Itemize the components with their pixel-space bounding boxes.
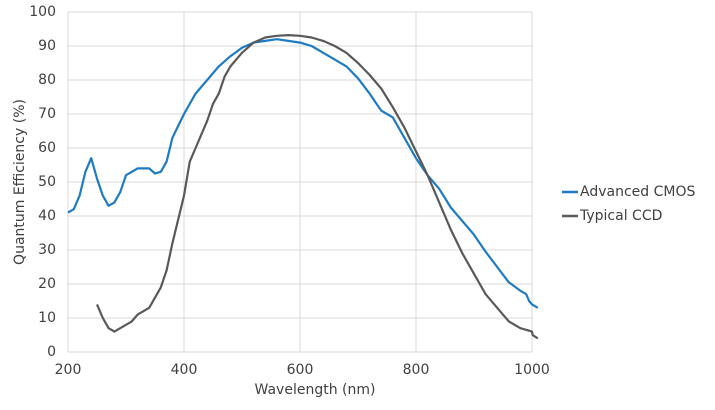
x-tick-label: 200 bbox=[55, 362, 82, 378]
x-tick-label: 1000 bbox=[514, 362, 550, 378]
x-tick-label: 400 bbox=[171, 362, 198, 378]
legend-label: Advanced CMOS bbox=[580, 184, 695, 200]
y-tick-label: 30 bbox=[38, 242, 56, 258]
y-tick-label: 100 bbox=[29, 4, 56, 20]
y-tick-label: 90 bbox=[38, 38, 56, 54]
y-tick-label: 70 bbox=[38, 106, 56, 122]
y-tick-label: 10 bbox=[38, 310, 56, 326]
y-tick-label: 50 bbox=[38, 174, 56, 190]
y-tick-label: 0 bbox=[47, 344, 56, 360]
data-line bbox=[95, 34, 539, 340]
legend-label: Typical CCD bbox=[579, 208, 662, 224]
y-tick-label: 20 bbox=[38, 276, 56, 292]
y-tick-label: 40 bbox=[38, 208, 56, 224]
x-tick-label: 800 bbox=[403, 362, 430, 378]
y-axis-label: Quantum Efficiency (%) bbox=[12, 99, 28, 265]
y-tick-label: 60 bbox=[38, 140, 56, 156]
data-line bbox=[67, 38, 539, 309]
x-tick-label: 600 bbox=[287, 362, 314, 378]
y-tick-label: 80 bbox=[38, 72, 56, 88]
x-axis-label: Wavelength (nm) bbox=[255, 382, 376, 398]
